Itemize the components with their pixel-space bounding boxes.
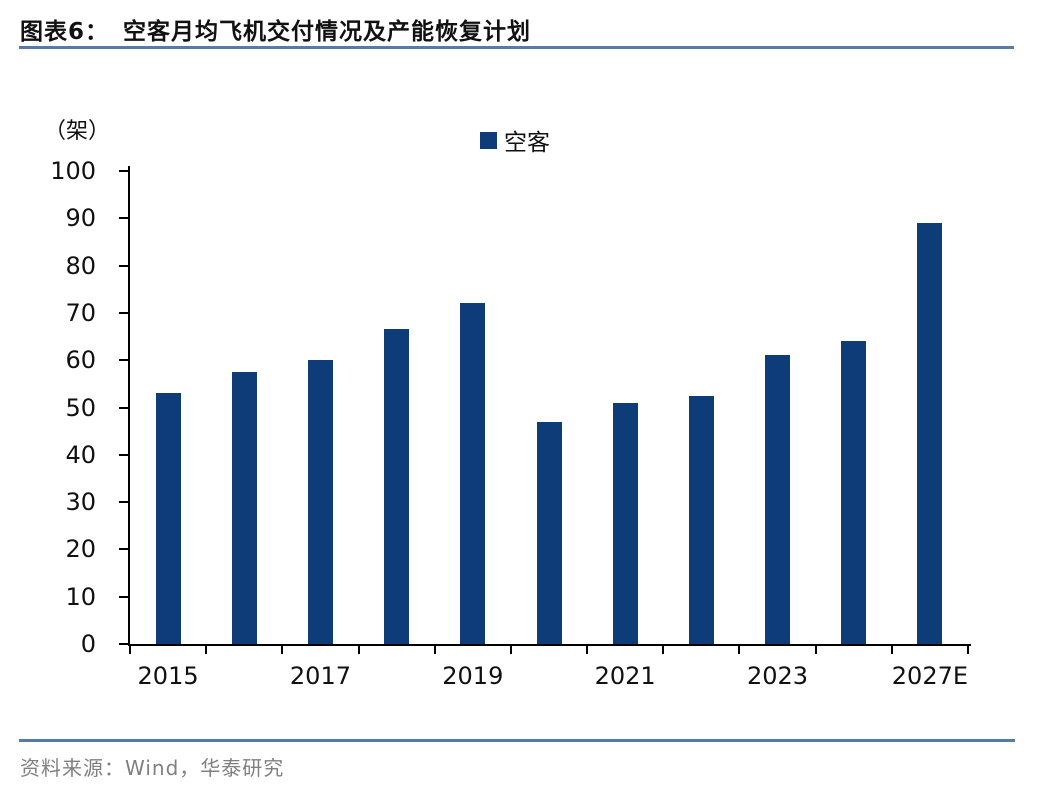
y-axis-tick	[119, 359, 129, 362]
x-axis-label-2019: 2019	[442, 662, 504, 690]
bar-2027E	[917, 223, 943, 644]
x-axis-tick	[205, 645, 208, 654]
y-axis-tick-label: 30	[65, 488, 96, 517]
y-axis-tick	[119, 264, 129, 267]
y-axis-tick	[119, 217, 129, 220]
bar-2019	[460, 303, 486, 644]
y-axis-line	[128, 166, 130, 646]
y-axis-tick-label: 10	[65, 582, 96, 611]
x-axis-label-2027E: 2027E	[891, 662, 969, 690]
bar-2022	[688, 395, 714, 644]
legend-swatch-icon	[480, 131, 497, 149]
x-axis-label-2021: 2021	[594, 662, 656, 690]
x-axis-tick	[433, 645, 436, 654]
y-axis-tick	[119, 453, 129, 456]
x-axis-tick	[967, 645, 969, 654]
y-axis-tick	[119, 170, 129, 172]
bar-2021	[612, 402, 638, 644]
x-axis-tick	[357, 645, 360, 654]
x-axis-tick	[129, 645, 131, 654]
x-axis-label-2023: 2023	[746, 662, 809, 690]
bar-2017	[307, 360, 333, 644]
y-axis-tick	[119, 595, 129, 598]
y-axis-tick-label: 40	[65, 440, 96, 469]
figure-title-text: 空客月均飞机交付情况及产能恢复计划	[123, 19, 532, 45]
y-axis-tick-label: 20	[65, 535, 96, 564]
footer-divider-line	[19, 739, 1015, 742]
x-axis-label-2015: 2015	[137, 662, 199, 690]
y-axis-tick	[119, 643, 129, 645]
y-axis-tick-label: 100	[50, 157, 96, 185]
y-axis-tick-label: 50	[65, 393, 96, 422]
y-axis-tick	[119, 548, 129, 551]
x-axis-tick	[814, 645, 817, 654]
x-axis-tick	[662, 645, 665, 654]
bar-2020	[536, 421, 562, 644]
y-axis-tick-label: 70	[65, 298, 96, 327]
x-axis-tick	[509, 645, 512, 654]
y-axis-tick	[119, 406, 129, 409]
x-axis-line	[128, 644, 971, 646]
y-axis-tick-label: 60	[65, 346, 96, 375]
y-axis-tick-label: 80	[65, 251, 96, 280]
x-axis-tick	[738, 645, 741, 654]
y-axis-tick-label: 90	[65, 204, 96, 233]
chart-legend: 空客	[480, 123, 550, 157]
y-axis-tick	[119, 311, 129, 314]
bar-2018	[384, 329, 410, 644]
y-axis-tick	[119, 501, 129, 504]
bar-2023	[765, 355, 791, 644]
x-axis-tick	[586, 645, 589, 654]
x-axis-tick	[281, 645, 284, 654]
title-divider-line	[19, 46, 1014, 49]
legend-series-label: 空客	[504, 130, 550, 156]
bar-2024	[841, 341, 867, 644]
figure-title: 图表6： 空客月均飞机交付情况及产能恢复计划	[20, 12, 531, 46]
figure-number-label: 图表6：	[20, 19, 110, 45]
y-axis-tick-label: 0	[80, 630, 96, 658]
x-axis-label-2017: 2017	[289, 662, 351, 690]
bar-2015	[155, 393, 181, 644]
y-axis-unit-label: （架）	[44, 119, 111, 144]
bar-2016	[231, 372, 257, 644]
source-note: 资料来源：Wind，华泰研究	[20, 756, 285, 780]
x-axis-tick	[890, 645, 893, 654]
